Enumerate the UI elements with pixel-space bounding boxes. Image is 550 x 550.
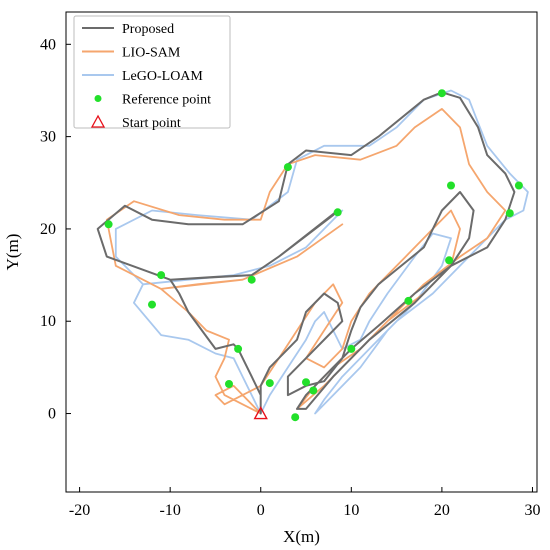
- reference-point-15: [265, 379, 274, 388]
- y-tick-label: 0: [48, 406, 56, 423]
- reference-points-layer: [104, 89, 523, 422]
- x-tick-label: -10: [159, 502, 180, 519]
- start-point-marker: [253, 406, 268, 420]
- reference-point-7: [447, 181, 455, 190]
- reference-point-18: [291, 413, 300, 422]
- y-axis-label: Y(m): [3, 234, 22, 271]
- series-line-lio-sam: [105, 108, 507, 415]
- legend-label-lio-sam: LIO-SAM: [122, 46, 181, 61]
- reference-point-11: [404, 296, 413, 305]
- reference-point-10: [445, 256, 454, 265]
- plot-frame: [65, 11, 538, 493]
- reference-point-6: [437, 89, 446, 98]
- legend-label-start-point: Start point: [122, 116, 181, 131]
- legend: Proposed LIO-SAM LeGO-LOAM Reference poi…: [73, 15, 231, 131]
- reference-point-17: [309, 386, 318, 395]
- legend-label-reference-point: Reference point: [122, 93, 211, 108]
- ticks-layer: -20 -10 0 10 20 30 0 10 20 30 40: [40, 36, 540, 519]
- reference-point-9: [505, 209, 514, 218]
- y-tick-label: 40: [40, 36, 56, 53]
- legend-box: [73, 15, 231, 129]
- reference-point-0: [104, 220, 113, 229]
- x-axis-label: X(m): [283, 527, 320, 546]
- reference-point-1: [157, 271, 166, 280]
- x-tick-label: 0: [257, 502, 265, 519]
- start-point-layer: [253, 406, 268, 420]
- y-tick-label: 20: [40, 221, 56, 238]
- x-tick-label: 10: [343, 502, 359, 519]
- reference-point-16: [302, 378, 310, 387]
- reference-point-13: [234, 344, 243, 353]
- series-line-lego-loam: [114, 89, 529, 415]
- reference-point-2: [148, 300, 156, 309]
- legend-label-proposed: Proposed: [122, 22, 174, 37]
- series-layer: [96, 89, 529, 415]
- series-line-proposed: [96, 91, 516, 415]
- legend-swatch-start-point: [90, 114, 106, 128]
- x-tick-label: 20: [434, 502, 450, 519]
- reference-point-8: [514, 181, 523, 190]
- x-tick-label: -20: [69, 502, 90, 519]
- reference-point-4: [283, 163, 292, 172]
- reference-point-14: [225, 380, 233, 388]
- legend-label-lego-loam: LeGO-LOAM: [122, 69, 203, 84]
- y-tick-label: 30: [40, 129, 56, 146]
- legend-swatch-reference-point: [94, 95, 102, 102]
- reference-point-5: [333, 208, 342, 217]
- reference-point-12: [347, 344, 356, 353]
- x-tick-label: 30: [524, 502, 540, 519]
- y-tick-label: 10: [40, 313, 56, 330]
- reference-point-3: [247, 275, 256, 284]
